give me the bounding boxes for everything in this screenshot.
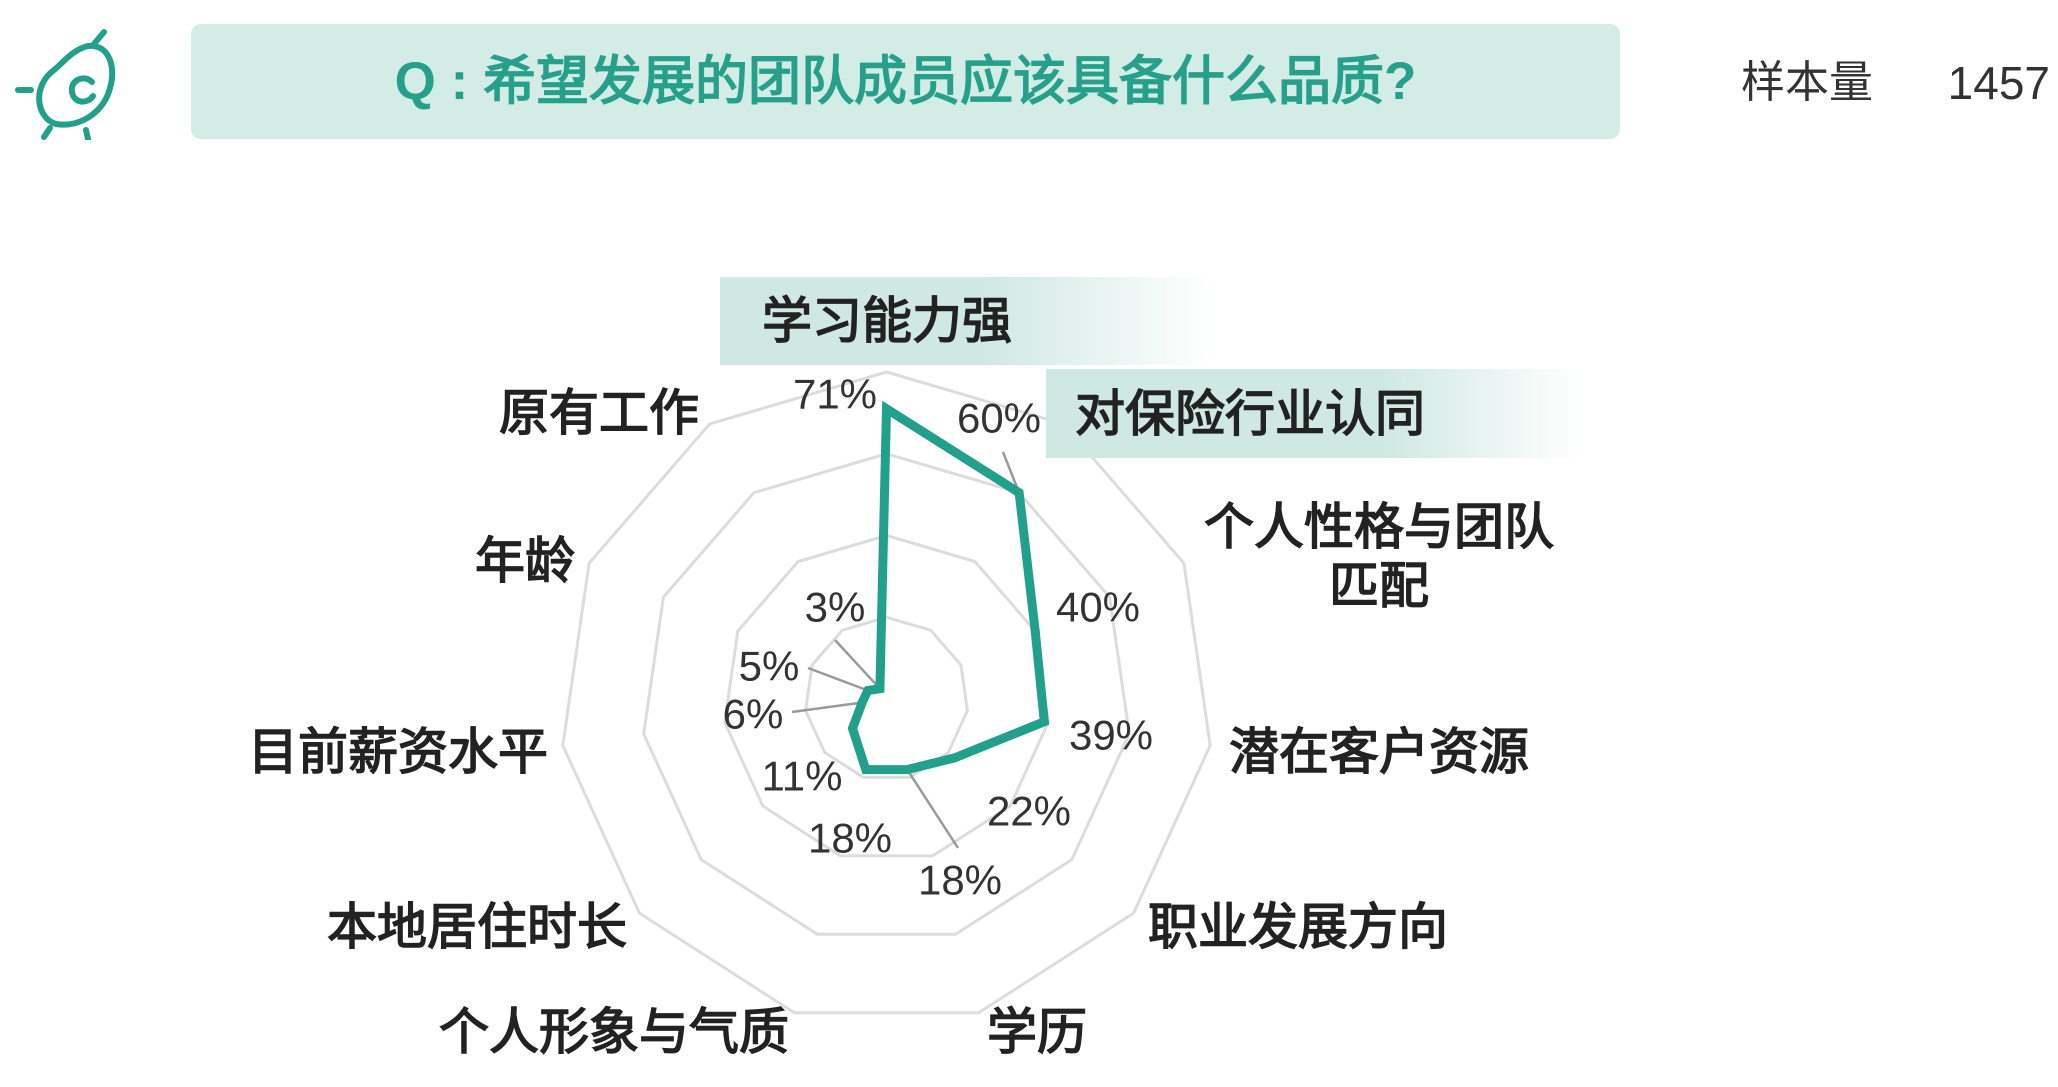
- category-label: 潜在客户资源: [1229, 724, 1529, 780]
- leader-line: [906, 768, 960, 849]
- category-label: 对保险行业认同: [1075, 385, 1425, 442]
- radar-grid-ring: [561, 370, 1212, 1015]
- category-label: 个人性格与团队匹配: [1204, 499, 1554, 614]
- highlight-box-category-0: 学习能力强: [720, 277, 1214, 365]
- radar-data-point: [1014, 488, 1024, 498]
- value-label: 22%: [987, 788, 1071, 835]
- page-title: Q : 希望发展的团队成员应该具备什么品质?: [394, 52, 1417, 111]
- category-label: 职业发展方向: [1148, 899, 1448, 955]
- radar-grid-ring: [723, 533, 1050, 858]
- radar-data-point: [1030, 626, 1040, 636]
- value-label: 18%: [918, 857, 1002, 904]
- value-label: 6%: [723, 691, 784, 738]
- avocado-logo-icon: [15, 29, 116, 140]
- sample-size-label: 样本量: [1741, 58, 1873, 107]
- category-label: 原有工作: [499, 385, 699, 441]
- radar-data-point: [1039, 717, 1049, 727]
- value-label: 5%: [739, 643, 800, 690]
- radar-data-point: [857, 698, 867, 707]
- leader-line: [807, 666, 869, 692]
- radar-data-point: [950, 753, 959, 763]
- value-label: 39%: [1069, 712, 1153, 759]
- highlight-box-category-1: 对保险行业认同: [1046, 369, 1583, 458]
- sample-size-value: 1457: [1947, 57, 2050, 109]
- radar-data-point: [863, 686, 873, 695]
- radar-series-line: [847, 400, 1050, 775]
- leader-line: [834, 639, 881, 690]
- value-label: 11%: [762, 753, 843, 800]
- category-label: 学历: [987, 1004, 1087, 1060]
- radar-data-point: [861, 765, 871, 775]
- category-label: 年龄: [475, 533, 575, 589]
- category-label: 本地居住时长: [327, 899, 627, 955]
- category-label: 目前薪资水平: [248, 724, 548, 780]
- value-label: 18%: [808, 815, 892, 862]
- category-label: 学习能力强: [762, 293, 1012, 349]
- category-label: 个人形象与气质: [439, 1004, 789, 1060]
- leader-line: [791, 701, 863, 714]
- value-label: 3%: [805, 584, 866, 631]
- radar-data-point: [848, 723, 857, 733]
- radar-grid-ring: [804, 615, 969, 779]
- title-banner: Q : 希望发展的团队成员应该具备什么品质?: [191, 24, 1620, 139]
- radar-data-point: [875, 684, 885, 694]
- radar-data-point: [882, 404, 891, 414]
- value-label: 40%: [1056, 584, 1140, 631]
- radar-grid-ring: [642, 452, 1131, 936]
- value-label: 60%: [957, 395, 1041, 442]
- radar-data-point: [902, 765, 912, 775]
- value-label: 71%: [793, 371, 877, 418]
